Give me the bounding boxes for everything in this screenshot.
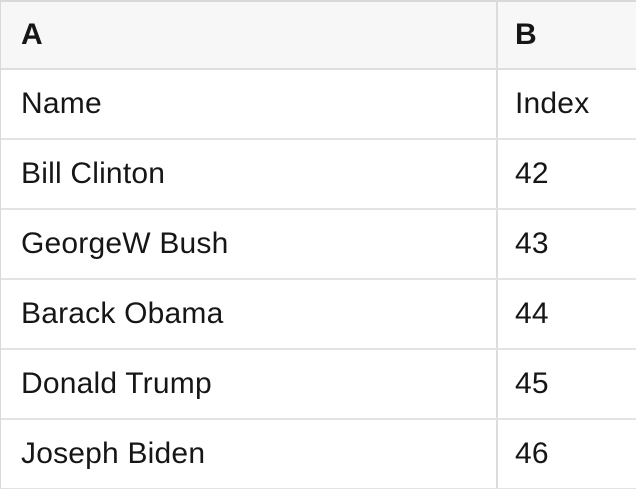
cell-text: Barack Obama [21, 297, 224, 330]
cell-name-label[interactable]: Name [1, 70, 498, 138]
cell-index-label[interactable]: Index [498, 70, 636, 138]
column-header-a-label: A [21, 18, 43, 51]
column-header-b-label: B [515, 18, 537, 51]
cell-text: 45 [515, 367, 549, 400]
table-row: Donald Trump 45 [1, 350, 636, 420]
cell-index[interactable]: 46 [498, 420, 636, 488]
cell-text: 46 [515, 437, 549, 470]
table-row-field-labels: Name Index [1, 70, 636, 140]
column-header-a[interactable]: A [1, 2, 498, 68]
cell-text: Name [21, 87, 102, 120]
table-row: GeorgeW Bush 43 [1, 210, 636, 280]
cell-index[interactable]: 45 [498, 350, 636, 418]
cell-text: Donald Trump [21, 367, 212, 400]
cell-text: 44 [515, 297, 549, 330]
cell-index[interactable]: 44 [498, 280, 636, 348]
cell-name[interactable]: Barack Obama [1, 280, 498, 348]
cell-text: 42 [515, 157, 549, 190]
column-header-row: A B [1, 2, 636, 70]
column-header-b[interactable]: B [498, 2, 636, 68]
cell-text: GeorgeW Bush [21, 227, 229, 260]
table-row: Joseph Biden 46 [1, 420, 636, 489]
cell-text: Bill Clinton [21, 157, 166, 190]
cell-name[interactable]: Bill Clinton [1, 140, 498, 208]
cell-text: 43 [515, 227, 549, 260]
table-row: Barack Obama 44 [1, 280, 636, 350]
cell-name[interactable]: GeorgeW Bush [1, 210, 498, 278]
cell-text: Index [515, 87, 590, 120]
table-row: Bill Clinton 42 [1, 140, 636, 210]
cell-index[interactable]: 42 [498, 140, 636, 208]
cell-index[interactable]: 43 [498, 210, 636, 278]
cell-name[interactable]: Donald Trump [1, 350, 498, 418]
cell-text: Joseph Biden [21, 437, 206, 470]
cell-name[interactable]: Joseph Biden [1, 420, 498, 488]
